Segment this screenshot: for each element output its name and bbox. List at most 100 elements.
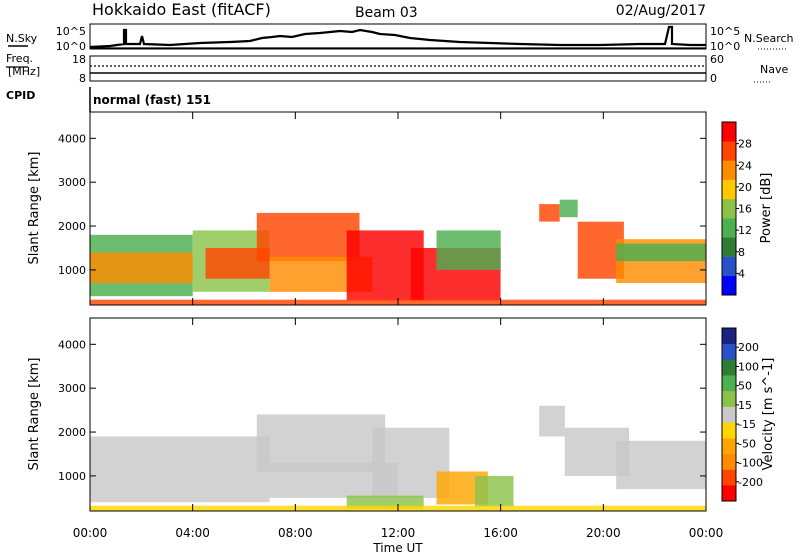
- power-colorbar: 4 8 12 16 20 24 28: [721, 121, 752, 296]
- freq-tick-bottom: 8: [79, 72, 86, 85]
- power-y-tick-label: 2000: [58, 220, 86, 233]
- velocity-data-region: [256, 414, 386, 472]
- power-colorbar-tick-label: 20: [738, 181, 752, 194]
- cpid-label: CPID: [6, 89, 35, 102]
- velocity-colorbar-segment: [722, 359, 736, 376]
- x-tick-label: 00:00: [73, 526, 108, 540]
- velocity-colorbar-segment: [722, 485, 736, 502]
- freq-label-1: Freq.: [6, 52, 33, 65]
- velocity-data-region: [539, 405, 565, 437]
- velocity-colorbar-tick-label: -100: [738, 457, 763, 470]
- power-colorbar-segment: [722, 198, 736, 219]
- date-title: 02/Aug/2017: [616, 3, 706, 19]
- velocity-colorbar-segment: [722, 469, 736, 486]
- velocity-colorbar: 200 100 50 15 -15 -50 -100 -200: [721, 327, 763, 502]
- power-colorbar-tick-label: 28: [738, 138, 752, 151]
- x-tick-label: 00:00: [689, 526, 724, 540]
- velocity-y-tick-label: 1000: [58, 470, 86, 483]
- power-panel: 1000 2000 3000 4000 Slant Range [km] 4 8 12 16…: [27, 111, 774, 306]
- velocity-colorbar-segment: [722, 375, 736, 392]
- velocity-data-region: [372, 427, 450, 498]
- power-colorbar-segment: [722, 237, 736, 257]
- power-colorbar-tick-label: 8: [738, 246, 745, 259]
- x-axis-label: Time UT: [372, 541, 423, 554]
- velocity-panel: 1000 2000 3000 4000 Slant Range [km] 200 100…: [27, 317, 776, 512]
- power-colorbar-tick-label: 24: [738, 159, 752, 172]
- power-ylabel: Slant Range [km]: [27, 152, 42, 265]
- nsearch-tick-top: 10^5: [710, 25, 740, 38]
- freq-tick-top: 18: [72, 53, 86, 66]
- velocity-colorbar-segment: [722, 328, 736, 344]
- x-tick-labels: 00:00 04:00 08:00 12:00 16:00 20:00 00:00: [73, 526, 724, 540]
- power-data: [90, 199, 706, 305]
- x-tick-label: 16:00: [483, 526, 518, 540]
- velocity-data-region: [475, 475, 514, 507]
- freq-strip: Freq. [MHz] 18 8 60 0 Nave: [6, 52, 788, 85]
- velocity-y-tick-label: 3000: [58, 382, 86, 395]
- power-colorbar-tick-label: 4: [738, 267, 745, 280]
- velocity-data-region: [90, 436, 270, 503]
- nsky-strip: N.Sky 10^5 10^0 10^5 10^0 N.Search: [6, 23, 794, 53]
- power-colorbar-segment: [722, 218, 736, 238]
- power-data-region: [559, 199, 578, 218]
- velocity-colorbar-tick-label: -200: [738, 476, 763, 489]
- power-colorbar-segment: [722, 179, 736, 200]
- power-y-tick-label: 4000: [58, 132, 86, 145]
- velocity-colorbar-tick-label: -15: [738, 418, 756, 431]
- x-tick-label: 04:00: [175, 526, 210, 540]
- nsky-label: N.Sky: [6, 32, 38, 45]
- velocity-colorbar-segment: [722, 390, 736, 407]
- velocity-colorbar-segment: [722, 422, 736, 439]
- cpid-value: normal (fast) 151: [93, 93, 211, 107]
- power-colorbar-tick-label: 16: [738, 203, 752, 216]
- velocity-colorbar-segment: [722, 343, 736, 360]
- x-tick-label: 08:00: [278, 526, 313, 540]
- velocity-colorbar-tick-label: 15: [738, 399, 752, 412]
- nave-tick-bottom: 0: [710, 72, 717, 85]
- velocity-ylabel: Slant Range [km]: [27, 358, 42, 471]
- velocity-data-region: [346, 495, 424, 509]
- beam-title: Beam 03: [355, 5, 418, 21]
- velocity-colorbar-tick-label: 100: [738, 360, 759, 373]
- power-data-region: [256, 212, 360, 262]
- velocity-colorbar-label-text: Velocity [m s^-1]: [761, 358, 776, 471]
- power-y-tick-label: 3000: [58, 176, 86, 189]
- nsky-curve: [89, 25, 706, 49]
- power-x-ticks: [89, 112, 707, 305]
- nsearch-label: N.Search: [744, 32, 794, 45]
- power-colorbar-segment: [722, 160, 736, 180]
- cpid-strip: CPID normal (fast) 151: [6, 87, 211, 112]
- power-data-region: [539, 204, 560, 222]
- power-colorbar-label: Power [dB]: [759, 173, 774, 244]
- velocity-colorbar-label: Velocity [m s^-1]: [761, 358, 776, 471]
- power-colorbar-segment: [722, 256, 736, 277]
- velocity-colorbar-tick-label: 50: [738, 380, 752, 393]
- velocity-y-tick-label: 2000: [58, 426, 86, 439]
- nave-label: Nave: [760, 63, 788, 76]
- velocity-data-region: [616, 440, 706, 490]
- velocity-x-ticks: [89, 318, 707, 511]
- x-tick-label: 12:00: [381, 526, 416, 540]
- nsky-frame: [89, 23, 707, 50]
- x-tick-label: 20:00: [586, 526, 621, 540]
- velocity-colorbar-tick-label: 200: [738, 341, 759, 354]
- power-data-region: [90, 252, 193, 284]
- velocity-colorbar-segment: [722, 438, 736, 455]
- power-colorbar-segment: [722, 275, 736, 296]
- velocity-colorbar-frame: [721, 327, 737, 502]
- velocity-colorbar-segment: [722, 453, 736, 470]
- power-data-region: [616, 243, 706, 262]
- velocity-colorbar-segment: [722, 406, 736, 423]
- velocity-colorbar-tick-label: -50: [738, 437, 756, 450]
- power-y-axis: 1000 2000 3000 4000: [58, 132, 706, 277]
- nsky-tick-bottom: 10^0: [56, 40, 86, 53]
- velocity-y-tick-label: 4000: [58, 338, 86, 351]
- freq-frame: [89, 55, 707, 82]
- power-colorbar-segment: [722, 141, 736, 161]
- freq-label-2: [MHz]: [8, 65, 40, 78]
- nsky-tick-top: 10^5: [56, 25, 86, 38]
- velocity-y-axis: 1000 2000 3000 4000: [58, 338, 706, 483]
- nsearch-tick-bottom: 10^0: [710, 40, 740, 53]
- power-colorbar-segment: [722, 122, 736, 142]
